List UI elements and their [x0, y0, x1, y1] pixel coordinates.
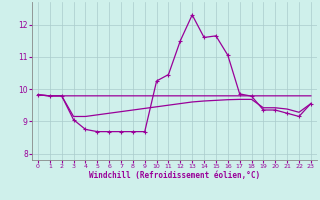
X-axis label: Windchill (Refroidissement éolien,°C): Windchill (Refroidissement éolien,°C) — [89, 171, 260, 180]
